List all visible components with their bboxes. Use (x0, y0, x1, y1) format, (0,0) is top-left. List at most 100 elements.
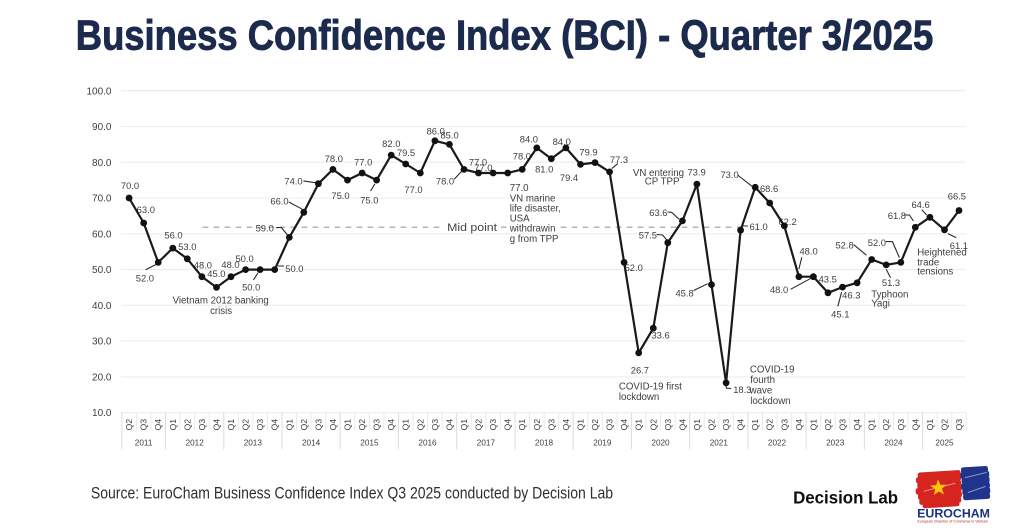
svg-text:77.0: 77.0 (404, 184, 422, 195)
svg-text:Q1: Q1 (576, 419, 586, 431)
svg-text:2017: 2017 (477, 438, 496, 447)
svg-text:77.0: 77.0 (510, 183, 529, 194)
svg-text:82.0: 82.0 (382, 138, 400, 149)
svg-text:Q3: Q3 (139, 419, 149, 431)
svg-text:78.0: 78.0 (513, 151, 531, 162)
svg-text:10.0: 10.0 (92, 408, 112, 419)
svg-text:Q2: Q2 (590, 419, 600, 431)
svg-text:70.0: 70.0 (121, 180, 139, 191)
svg-text:USA: USA (510, 214, 530, 225)
svg-text:Q3: Q3 (546, 419, 556, 431)
svg-text:Q4: Q4 (153, 419, 163, 431)
svg-text:Q1: Q1 (343, 419, 353, 431)
svg-text:100.0: 100.0 (86, 86, 111, 97)
svg-text:63.0: 63.0 (137, 204, 155, 215)
svg-text:2011: 2011 (135, 438, 153, 447)
svg-text:Q1: Q1 (925, 419, 935, 431)
svg-text:48.0: 48.0 (221, 259, 239, 270)
svg-text:2012: 2012 (186, 438, 205, 447)
svg-text:Q4: Q4 (212, 419, 222, 431)
svg-text:Typhoon: Typhoon (871, 290, 908, 301)
svg-text:77.0: 77.0 (354, 156, 372, 167)
svg-text:79.9: 79.9 (579, 147, 597, 158)
svg-text:45.8: 45.8 (675, 288, 693, 299)
svg-text:73.0: 73.0 (720, 169, 738, 180)
svg-text:46.3: 46.3 (842, 290, 860, 301)
svg-text:2025: 2025 (935, 438, 954, 447)
svg-text:Q3: Q3 (779, 419, 789, 431)
svg-text:Q4: Q4 (386, 419, 396, 431)
svg-text:59.0: 59.0 (256, 223, 274, 234)
svg-text:Q2: Q2 (823, 419, 833, 431)
svg-text:61.8: 61.8 (888, 210, 906, 221)
svg-text:COVID-19: COVID-19 (750, 364, 795, 375)
svg-text:Q4: Q4 (328, 419, 338, 431)
svg-text:64.6: 64.6 (911, 199, 929, 210)
svg-text:fourth: fourth (750, 375, 775, 386)
svg-text:Q3: Q3 (838, 419, 848, 431)
svg-text:Q3: Q3 (430, 419, 440, 431)
svg-text:79.5: 79.5 (397, 147, 415, 158)
svg-text:53.0: 53.0 (178, 241, 196, 252)
svg-text:2019: 2019 (593, 438, 612, 447)
svg-text:77.0: 77.0 (469, 157, 487, 168)
svg-text:33.6: 33.6 (651, 330, 669, 341)
svg-text:Decision Lab: Decision Lab (793, 487, 898, 507)
svg-text:Business Confidence Index (BCI: Business Confidence Index (BCI) - Quarte… (76, 12, 933, 59)
svg-text:50.0: 50.0 (92, 265, 112, 276)
svg-text:Q4: Q4 (619, 419, 629, 431)
svg-text:2013: 2013 (244, 438, 263, 447)
svg-text:Q1: Q1 (634, 419, 644, 431)
svg-text:life disaster,: life disaster, (510, 203, 561, 214)
svg-text:Q2: Q2 (532, 419, 542, 431)
svg-text:2018: 2018 (535, 438, 554, 447)
svg-text:Q2: Q2 (124, 419, 134, 431)
svg-text:Q1: Q1 (226, 419, 236, 431)
svg-text:57.5: 57.5 (639, 229, 657, 240)
svg-text:Q3: Q3 (721, 419, 731, 431)
svg-text:80.0: 80.0 (92, 158, 112, 169)
svg-text:84.0: 84.0 (520, 134, 538, 145)
svg-text:56.0: 56.0 (164, 230, 182, 241)
svg-text:Q2: Q2 (299, 419, 309, 431)
svg-text:Q2: Q2 (765, 419, 775, 431)
svg-text:51.3: 51.3 (882, 277, 900, 288)
svg-text:Q3: Q3 (313, 419, 323, 431)
svg-text:COVID-19 first: COVID-19 first (619, 382, 682, 393)
svg-text:73.9: 73.9 (687, 167, 705, 178)
svg-text:Vietnam 2012 banking: Vietnam 2012 banking (173, 296, 269, 307)
svg-text:74.0: 74.0 (284, 175, 302, 186)
svg-text:tensions: tensions (917, 267, 953, 278)
svg-text:Q4: Q4 (677, 419, 687, 431)
svg-text:Q2: Q2 (415, 419, 425, 431)
svg-text:Q1: Q1 (517, 419, 527, 431)
svg-text:Q2: Q2 (881, 419, 891, 431)
svg-text:Q4: Q4 (561, 419, 571, 431)
svg-text:61.0: 61.0 (749, 221, 767, 232)
svg-text:Q1: Q1 (284, 419, 294, 431)
svg-text:Q1: Q1 (867, 419, 877, 431)
svg-text:2021: 2021 (710, 438, 729, 447)
svg-text:Q3: Q3 (954, 419, 964, 431)
svg-text:66.5: 66.5 (948, 191, 966, 202)
svg-text:Q1: Q1 (168, 419, 178, 431)
svg-text:86.0: 86.0 (427, 125, 445, 136)
svg-text:Source: EuroCham Business Conf: Source: EuroCham Business Confidence Ind… (91, 484, 613, 502)
svg-text:g from TPP: g from TPP (510, 234, 559, 245)
svg-text:Q3: Q3 (197, 419, 207, 431)
svg-text:lockdown: lockdown (619, 392, 659, 403)
svg-text:30.0: 30.0 (92, 337, 112, 348)
svg-text:Q1: Q1 (750, 419, 760, 431)
svg-text:2022: 2022 (768, 438, 787, 447)
svg-text:78.0: 78.0 (325, 153, 343, 164)
svg-text:61.1: 61.1 (950, 240, 968, 251)
svg-text:20.0: 20.0 (92, 373, 112, 384)
svg-text:Q2: Q2 (648, 419, 658, 431)
svg-text:68.6: 68.6 (760, 183, 778, 194)
svg-text:VN marine: VN marine (510, 193, 556, 204)
svg-text:75.0: 75.0 (360, 194, 378, 205)
svg-text:52.0: 52.0 (868, 237, 886, 248)
svg-text:2024: 2024 (884, 438, 903, 447)
svg-text:Q3: Q3 (372, 419, 382, 431)
svg-text:wave: wave (749, 386, 773, 397)
